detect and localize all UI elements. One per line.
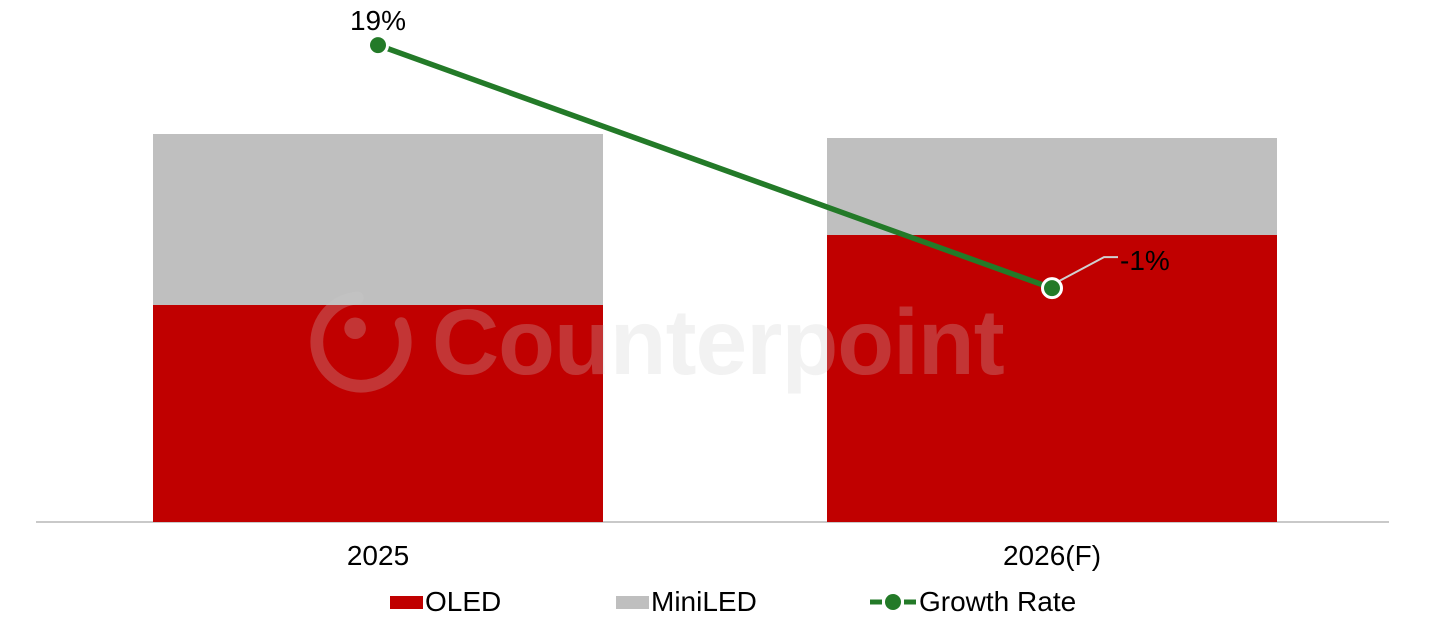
x-axis-label-2025: 2025 — [346, 540, 410, 571]
bar-2026f-oled-segment — [827, 234, 1277, 522]
growth-rate-label-2026f: -1% — [1120, 245, 1170, 277]
growth-rate-line-icon — [870, 594, 916, 610]
legend-label-oled: OLED — [425, 586, 502, 617]
legend-item-growth-rate: Growth Rate — [869, 586, 1076, 618]
bar-2026f-miniled-segment — [827, 137, 1277, 235]
oled-color-swatch — [390, 595, 423, 609]
bar-2025-oled-segment — [153, 304, 603, 522]
bar-2025-miniled-segment — [153, 134, 603, 305]
bar-2025 — [153, 134, 603, 522]
miniled-color-swatch — [616, 595, 649, 609]
legend-label-miniled: MiniLED — [651, 586, 757, 617]
x-axis-label-2026f: 2026(F) — [1002, 540, 1102, 571]
legend-item-miniled: MiniLED — [616, 586, 757, 618]
growth-marker-2025 — [367, 34, 389, 57]
legend-label-growth-rate: Growth Rate — [919, 586, 1077, 617]
x-axis-line — [36, 521, 1389, 523]
legend-item-oled: OLED — [390, 586, 501, 618]
bar-2026f — [827, 137, 1277, 522]
growth-rate-label-2025: 19% — [349, 5, 407, 37]
